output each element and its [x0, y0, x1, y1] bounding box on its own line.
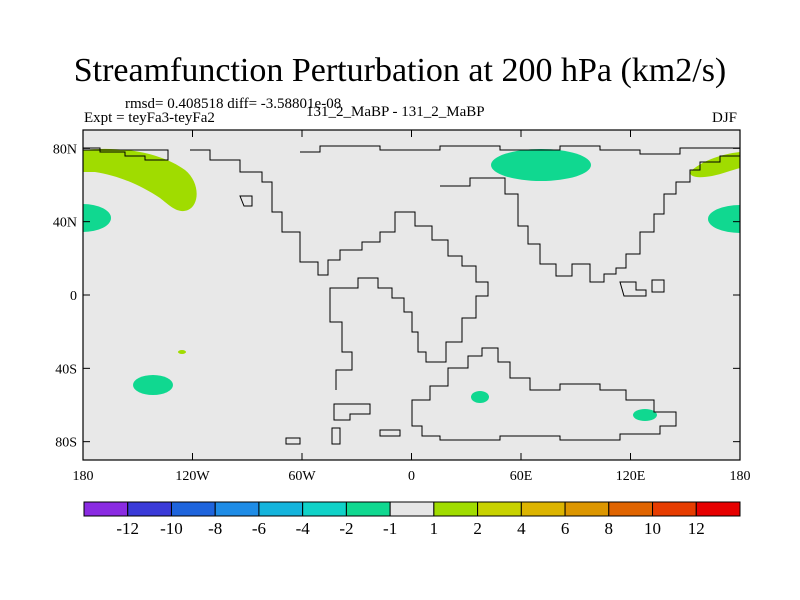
coastline-eurasia [190, 149, 489, 390]
coastline-east-asia [440, 155, 740, 283]
colorbar-label: -12 [116, 519, 139, 538]
coastline-south-continent [411, 347, 677, 441]
colorbar-swatch [127, 501, 172, 517]
coastline-island-b [651, 279, 665, 293]
lat-tick-label: 80N [53, 142, 77, 157]
lon-tick-label: 0 [408, 469, 415, 484]
colorbar-label: 4 [517, 519, 526, 538]
lon-tick-label: 60E [510, 469, 533, 484]
contour-negative-arctic [491, 149, 591, 181]
colorbar-label: 8 [605, 519, 614, 538]
colorbar-swatch [302, 501, 347, 517]
colorbar-label: -6 [252, 519, 266, 538]
stats-line: rmsd= 0.408518 diff= -3.58801e-08 [125, 96, 342, 112]
contour-positive-east-siberia [690, 152, 740, 178]
contour-positive-small [178, 350, 186, 354]
colorbar-label: 10 [644, 519, 661, 538]
experiment-label: Expt = teyFa3-teyFa2 [84, 110, 215, 126]
lat-tick-label: 40S [55, 362, 77, 377]
colorbar-swatch [345, 501, 391, 517]
colorbar-label: -1 [383, 519, 397, 538]
contour-negative-southern-ocean [471, 391, 489, 403]
colorbar-swatch [170, 501, 216, 517]
lon-tick-label: 120W [175, 469, 210, 484]
lat-tick-label: 80S [55, 436, 77, 451]
colorbar-label: 1 [430, 519, 439, 538]
colorbar-label: -8 [208, 519, 222, 538]
colorbar-swatch [477, 501, 522, 517]
coastline-arctic-rim [300, 145, 740, 155]
lon-tick-label: 180 [730, 469, 751, 484]
contour-positive-north-pacific [83, 148, 197, 212]
season-label: DJF [712, 110, 738, 126]
colorbar-label: -4 [296, 519, 311, 538]
lon-tick-label: 180 [73, 469, 94, 484]
colorbar-label: 2 [473, 519, 482, 538]
lat-tick-label: 40N [53, 216, 77, 231]
run-label: 131_2_MaBP - 131_2_MaBP [306, 104, 485, 120]
lat-tick-label: 0 [70, 289, 77, 304]
colorbar-label: -2 [339, 519, 353, 538]
contour-negative-east-edge [708, 205, 740, 233]
contour-negative-west-edge [83, 204, 111, 232]
coastline-peninsula [239, 195, 253, 207]
colorbar-label: 12 [688, 519, 705, 538]
colorbar-swatch [258, 501, 304, 517]
colorbar-swatch [389, 501, 435, 517]
coastline-north-continent [83, 147, 169, 161]
colorbar-swatch [433, 501, 479, 517]
colorbar-label: 6 [561, 519, 570, 538]
contour-layer [83, 148, 740, 421]
coastline-south-islands [285, 403, 401, 445]
colorbar-label: -10 [160, 519, 183, 538]
plot-title: Streamfunction Perturbation at 200 hPa (… [73, 52, 727, 89]
lon-tick-label: 60W [288, 469, 316, 484]
colorbar-swatch [695, 501, 741, 517]
axis-ticks: 80N 40N 0 40S 80S 180 120W 60W 0 60E 120E 180 [53, 130, 751, 484]
colorbar-swatch [520, 501, 566, 517]
contour-negative-south-indian [633, 409, 657, 421]
coastline-island-a [619, 281, 647, 297]
colorbar-swatch [608, 501, 654, 517]
contour-negative-south-pacific [133, 375, 173, 395]
lon-tick-label: 120E [616, 469, 646, 484]
colorbar-swatch [83, 501, 129, 517]
colorbar-swatch [652, 501, 697, 517]
colorbar-swatch [564, 501, 610, 517]
coastlines [83, 145, 740, 445]
colorbar: -12 -10 -8 -6 -4 -2 -1 1 2 4 6 8 10 12 [83, 501, 741, 538]
colorbar-swatch [214, 501, 260, 517]
